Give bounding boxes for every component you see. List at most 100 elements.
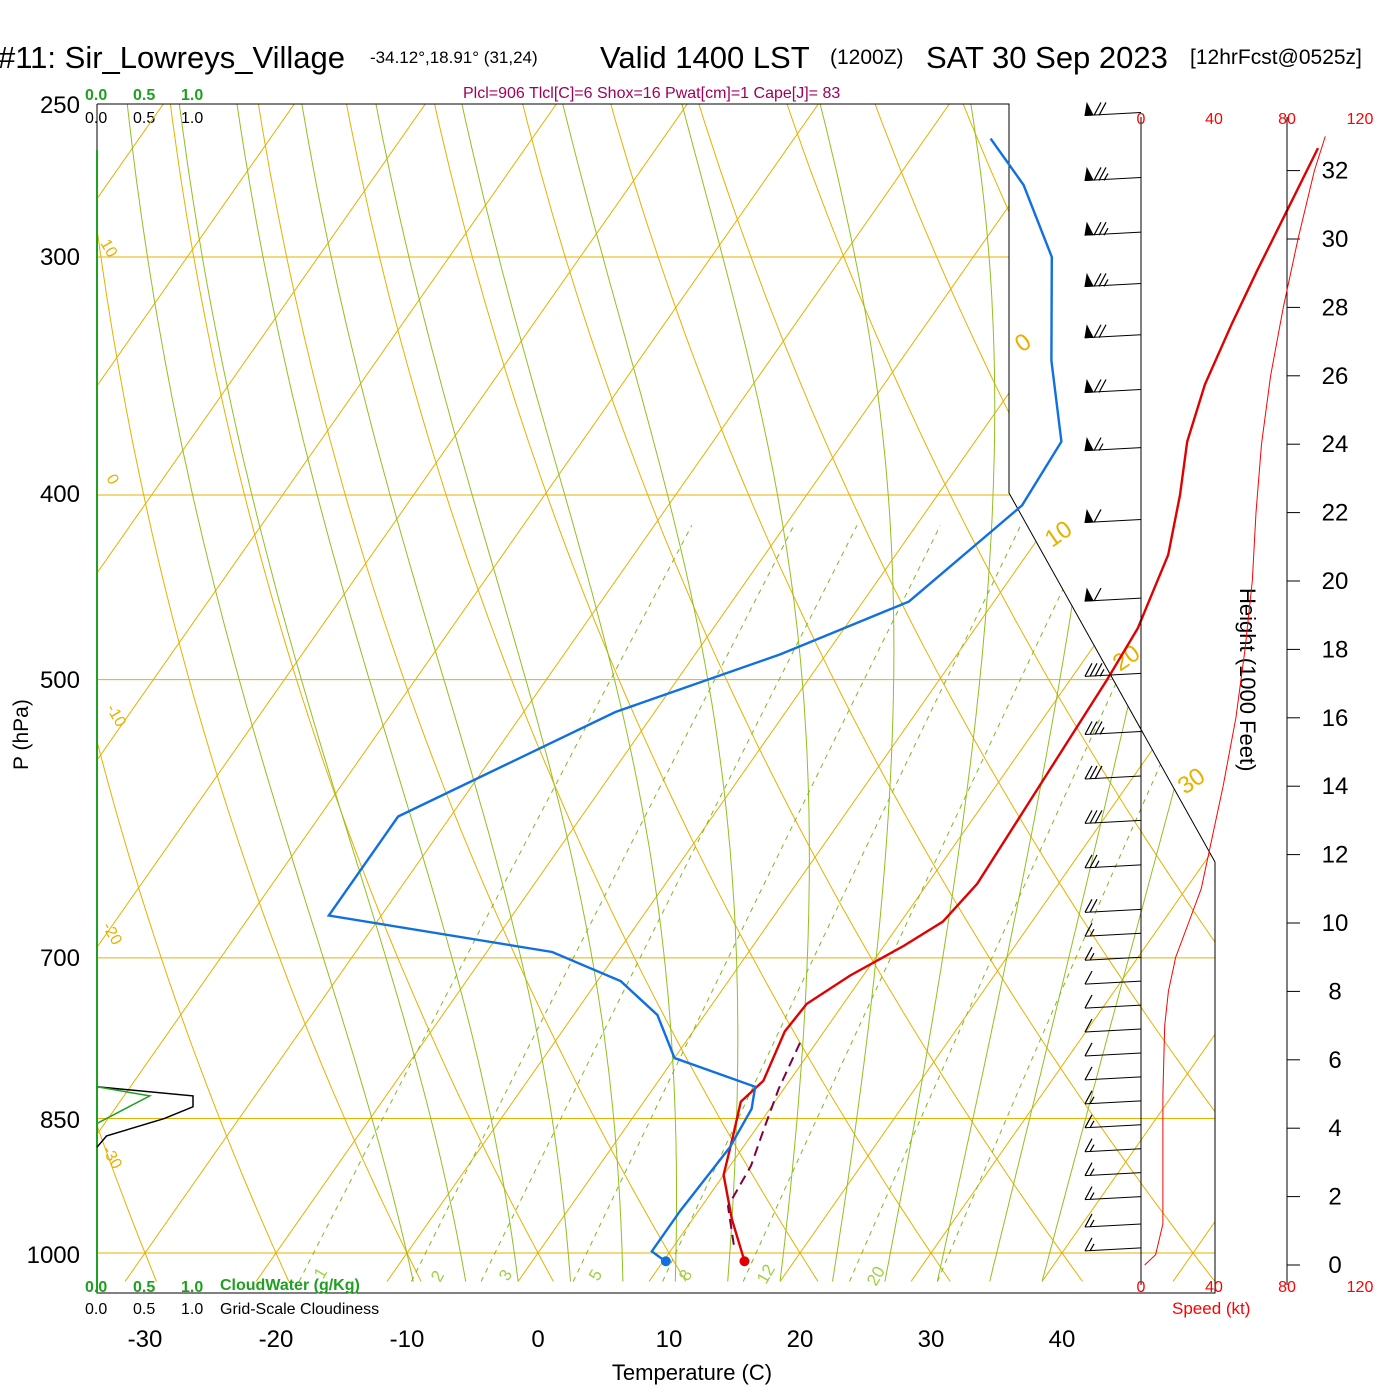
wind-barb [1084, 1186, 1142, 1201]
cloud-profiles [96, 1086, 194, 1148]
moist-adiabat [296, 104, 571, 1282]
isotherm-label: 10 [97, 237, 121, 261]
speed-tick: 0 [1137, 111, 1146, 128]
speed-tick: 80 [1278, 1279, 1296, 1296]
moist-adiabat [673, 104, 810, 1282]
mixing-ratio-line [572, 525, 941, 1282]
cloudiness-tick: 1.0 [181, 110, 203, 127]
isotherm-label-right: 30 [1173, 762, 1210, 799]
wind-barb [1084, 1114, 1142, 1129]
isotherm [97, 104, 317, 1282]
pressure-tick: 1000 [27, 1242, 80, 1269]
cloudwater-scale-bottom: 0.0 0.5 1.0 CloudWater (g/Kg) [85, 1277, 360, 1296]
cloudiness-tick: 0.5 [133, 110, 155, 127]
wind-barb [1084, 1042, 1142, 1057]
dry-adiabat [601, 104, 1215, 1282]
temp-tick: 0 [531, 1326, 544, 1353]
cloudiness-profile [96, 1086, 194, 1148]
isotherm [124, 104, 972, 1282]
cloudwater-tick: 1.0 [181, 87, 203, 104]
isotherm [517, 104, 1215, 1282]
forecast-info: [12hrFcst@0525z] [1190, 46, 1362, 69]
temp-tick: 30 [918, 1326, 945, 1353]
cloudwater-tick: 1.0 [181, 1279, 203, 1296]
isotherm [910, 104, 1215, 1282]
wind-barb [1084, 1213, 1142, 1228]
isotherm-label-right: 0 [1010, 328, 1036, 358]
speed-tick: 40 [1205, 111, 1223, 128]
mixing-ratio-line [410, 525, 795, 1282]
cloudwater-legend-label: CloudWater (g/Kg) [220, 1277, 360, 1294]
dry-adiabat [1124, 104, 1215, 1282]
temperature-axis-label: Temperature (C) [612, 1360, 772, 1385]
height-tick: 14 [1322, 773, 1349, 800]
mixing-ratio-label: 20 [863, 1263, 889, 1289]
moist-adiabat [811, 104, 895, 1282]
speed-tick: 0 [1137, 1279, 1146, 1296]
speed-tick: 120 [1347, 1279, 1374, 1296]
cloud-water-profile [96, 1086, 153, 1125]
wind-barb [1084, 1237, 1142, 1252]
height-tick: 24 [1322, 431, 1349, 458]
cloudwater-tick: 0.5 [133, 1279, 155, 1296]
sounding-traces [326, 137, 1320, 1267]
station-title: #11: Sir_Lowreys_Village [0, 40, 345, 75]
temp-tick: 20 [787, 1326, 814, 1353]
temp-tick: -30 [128, 1326, 163, 1353]
speed-tick: 120 [1347, 111, 1374, 128]
wind-speed-profile [1144, 136, 1326, 1266]
moist-adiabat [232, 104, 519, 1282]
height-tick: 20 [1322, 568, 1349, 595]
height-tick: 12 [1322, 842, 1349, 869]
height-tick: 8 [1328, 978, 1341, 1005]
pressure-tick: 500 [40, 667, 80, 694]
cloudiness-tick: 0.0 [85, 1301, 107, 1318]
cloudiness-scale-top: 0.0 0.5 1.0 [85, 110, 203, 127]
dry-adiabat [950, 104, 1215, 1282]
mixing-ratio-line [480, 525, 858, 1282]
height-tick: 28 [1322, 294, 1349, 321]
mixing-ratio-line [298, 525, 693, 1282]
mixing-ratio-label: 5 [585, 1266, 606, 1284]
isotherm [97, 104, 448, 1282]
mixing-ratio-labels: 1 2 3 5 8 12 20 [310, 1261, 889, 1289]
height-tick: 22 [1322, 500, 1349, 527]
isotherm-label: -20 [99, 920, 125, 949]
moist-adiabat [175, 104, 467, 1282]
parcel-trace [726, 1038, 803, 1245]
pressure-axis-label: P (hPa) [10, 699, 33, 770]
height-tick: 18 [1322, 636, 1349, 663]
wind-barb [1084, 922, 1142, 937]
moist-adiabat [454, 104, 677, 1282]
dry-adiabat [97, 104, 290, 1282]
speed-tick: 40 [1205, 1279, 1223, 1296]
dry-adiabat [252, 104, 687, 1282]
mixing-ratio-label: 2 [427, 1267, 448, 1285]
mixing-ratio-label: 12 [753, 1261, 779, 1287]
cloudiness-scale-bottom: 0.0 0.5 1.0 Grid-Scale Cloudiness [85, 1301, 379, 1318]
dry-adiabat [165, 104, 554, 1282]
dry-adiabat [1299, 72, 1400, 1281]
dry-adiabat [688, 104, 1215, 1282]
mixing-ratio-line [936, 525, 1215, 1282]
wind-barb [1084, 378, 1142, 394]
wind-barb [1084, 587, 1142, 602]
valid-date: SAT 30 Sep 2023 [926, 40, 1168, 75]
cloudwater-tick: 0.0 [85, 1279, 107, 1296]
height-tick: 30 [1322, 226, 1349, 253]
wind-barb [1084, 324, 1142, 339]
wind-barb [1084, 508, 1142, 523]
utc-time: (1200Z) [830, 46, 904, 69]
dry-adiabat [514, 104, 1084, 1282]
wind-barb [1084, 101, 1142, 116]
moist-adiabat [936, 104, 1118, 1282]
cloudiness-tick: 0.0 [85, 110, 107, 127]
dry-adiabat [775, 104, 1215, 1282]
cloudwater-tick: 0.0 [85, 87, 107, 104]
mixing-ratio-line [849, 525, 1189, 1282]
pressure-tick: 400 [40, 481, 80, 508]
wind-barb [1084, 166, 1142, 181]
temperature-axis: -30 -20 -10 0 10 20 30 40 [128, 1326, 1076, 1353]
pressure-tick: 300 [40, 244, 80, 271]
